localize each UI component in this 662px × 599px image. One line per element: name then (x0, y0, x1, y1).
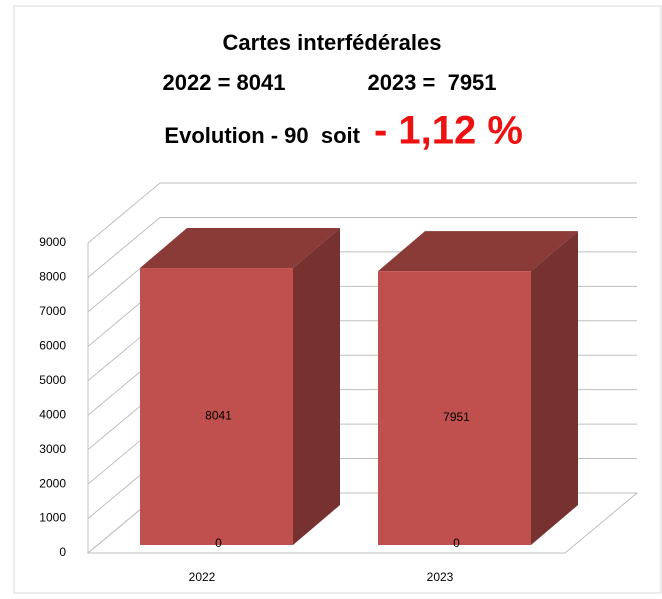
y-tick-label: 1000 (39, 511, 66, 525)
y-tick-label: 0 (59, 545, 66, 559)
x-tick-label: 2023 (427, 570, 454, 584)
chart-title: Cartes interfédérales (223, 30, 442, 55)
y-tick-label: 3000 (39, 442, 66, 456)
subtitle: 2023 = 7951 (367, 70, 496, 95)
bar-top (378, 231, 578, 272)
y-tick-label: 2000 (39, 476, 66, 490)
bar (378, 271, 531, 545)
grid-line (87, 182, 637, 244)
y-tick-label: 9000 (39, 235, 66, 249)
x-tick-label: 2022 (189, 570, 216, 584)
data-label: 8041 (205, 409, 232, 423)
bar (140, 268, 293, 545)
bar-side (531, 231, 578, 546)
grid-line (87, 216, 637, 278)
y-tick-label: 4000 (39, 407, 66, 421)
bar-top (140, 228, 340, 269)
y-tick-label: 8000 (39, 270, 66, 284)
data-label: 0 (453, 536, 460, 550)
y-tick-label: 6000 (39, 339, 66, 353)
bar-side (293, 228, 340, 545)
data-label: 7951 (443, 410, 470, 424)
y-tick-label: 5000 (39, 373, 66, 387)
y-tick-label: 7000 (39, 304, 66, 318)
annotation: Evolution - 90 soit (164, 123, 360, 148)
annotation-highlight: - 1,12 % (374, 109, 523, 153)
data-label: 0 (215, 536, 222, 550)
subtitle: 2022 = 8041 (163, 70, 286, 95)
